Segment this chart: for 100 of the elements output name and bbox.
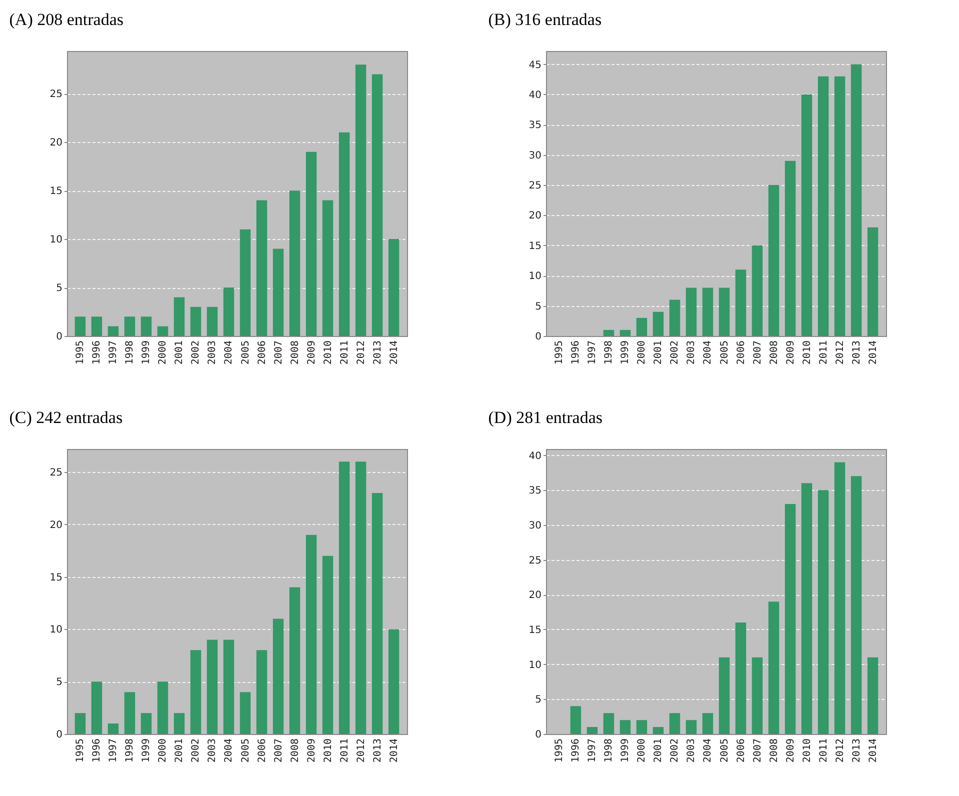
bar (686, 720, 697, 734)
bar (124, 316, 136, 336)
bar (157, 682, 168, 734)
y-tick-label: 5 (56, 283, 62, 294)
y-tick-label: 10 (50, 624, 62, 636)
x-tick-label: 2014 (868, 738, 879, 763)
bar (355, 462, 366, 734)
bar (702, 713, 714, 734)
x-tick-label: 1998 (124, 738, 136, 763)
x-tick-label: 2013 (372, 340, 384, 365)
x-tick-label: 2010 (322, 340, 334, 365)
y-tick-label: 5 (56, 677, 62, 688)
bar (686, 288, 697, 336)
x-tick-label: 2003 (686, 738, 698, 763)
x-tick-label: 1995 (75, 340, 86, 365)
x-tick-label: 2010 (802, 340, 813, 365)
x-tick-label: 2014 (868, 340, 879, 365)
y-tick-label: 30 (528, 150, 542, 162)
x-tick-label: 1999 (141, 738, 152, 763)
bar (74, 713, 86, 734)
x-tick-label: 1995 (554, 340, 566, 365)
x-tick-label: 2005 (240, 738, 252, 763)
x-tick-label: 2004 (224, 738, 235, 763)
y-tick-label: 25 (50, 468, 62, 479)
y-tick-label: 15 (50, 572, 62, 584)
bar (586, 727, 598, 734)
bar (108, 326, 119, 336)
bar (338, 132, 350, 336)
x-tick-label: 2012 (356, 340, 367, 365)
bar (850, 64, 862, 336)
bar (867, 227, 878, 336)
x-tick-label: 1996 (92, 738, 103, 763)
x-tick-label: 2012 (834, 738, 846, 763)
chart-title: (D) 281 entradas (488, 408, 603, 427)
x-tick-label: 2013 (851, 340, 862, 365)
bar (140, 316, 152, 336)
x-tick-label: 1998 (124, 340, 136, 365)
bar (240, 229, 251, 336)
bar (388, 629, 400, 734)
y-tick-label: 25 (528, 555, 542, 566)
y-tick-label: 40 (528, 90, 542, 101)
bar (223, 288, 234, 336)
y-tick-label: 5 (535, 694, 542, 706)
x-tick-label: 1997 (587, 738, 598, 763)
y-tick-label: 0 (56, 730, 62, 740)
x-tick-label: 2011 (339, 340, 350, 365)
x-tick-label: 2008 (290, 340, 301, 365)
bar (752, 245, 763, 336)
y-tick-label: 20 (50, 520, 62, 531)
bar (718, 288, 730, 336)
bar (702, 288, 714, 336)
x-tick-label: 2006 (256, 340, 268, 365)
x-tick-label: 2014 (388, 340, 400, 365)
x-tick-label: 2003 (207, 340, 218, 365)
bar (206, 306, 218, 336)
bar (834, 76, 846, 336)
x-tick-label: 1996 (92, 340, 103, 365)
x-tick-label: 2007 (752, 738, 764, 763)
bar (338, 462, 350, 734)
bar (652, 727, 664, 734)
bar (372, 493, 383, 734)
x-tick-label: 2005 (240, 340, 252, 365)
bar (108, 724, 119, 734)
bar (174, 713, 185, 734)
x-tick-label: 2004 (702, 340, 714, 365)
bar (784, 160, 796, 336)
bar (388, 239, 400, 336)
bar (620, 330, 631, 336)
bar (801, 94, 812, 336)
x-tick-label: 1997 (108, 738, 120, 763)
bar (272, 248, 284, 336)
x-tick-label: 2008 (768, 738, 780, 763)
x-tick-label: 2001 (653, 340, 664, 365)
bar (818, 490, 829, 734)
y-tick-label: 35 (528, 120, 542, 132)
y-tick-label: 20 (528, 210, 542, 222)
x-tick-label: 2006 (256, 738, 268, 763)
x-tick-label: 2002 (670, 738, 681, 763)
x-tick-label: 1998 (604, 738, 615, 763)
x-tick-label: 2010 (322, 738, 334, 763)
x-tick-label: 2002 (190, 340, 202, 365)
x-tick-label: 2002 (670, 340, 681, 365)
x-tick-label: 1998 (604, 340, 615, 365)
x-tick-label: 2000 (158, 340, 169, 365)
y-tick-label: 0 (56, 332, 62, 342)
x-tick-label: 2013 (372, 738, 384, 763)
x-tick-label: 2007 (273, 738, 284, 763)
bar (206, 640, 218, 734)
bar (174, 297, 185, 336)
y-tick-label: 0 (535, 730, 542, 740)
x-tick-label: 1995 (75, 738, 86, 763)
bar (372, 74, 383, 336)
bar (322, 556, 334, 734)
x-tick-label: 2000 (636, 738, 648, 763)
bar (768, 185, 780, 336)
bar (240, 692, 251, 734)
x-tick-label: 1995 (554, 738, 566, 763)
bar (603, 330, 614, 336)
bar (289, 587, 300, 734)
y-tick-label: 25 (528, 180, 542, 192)
